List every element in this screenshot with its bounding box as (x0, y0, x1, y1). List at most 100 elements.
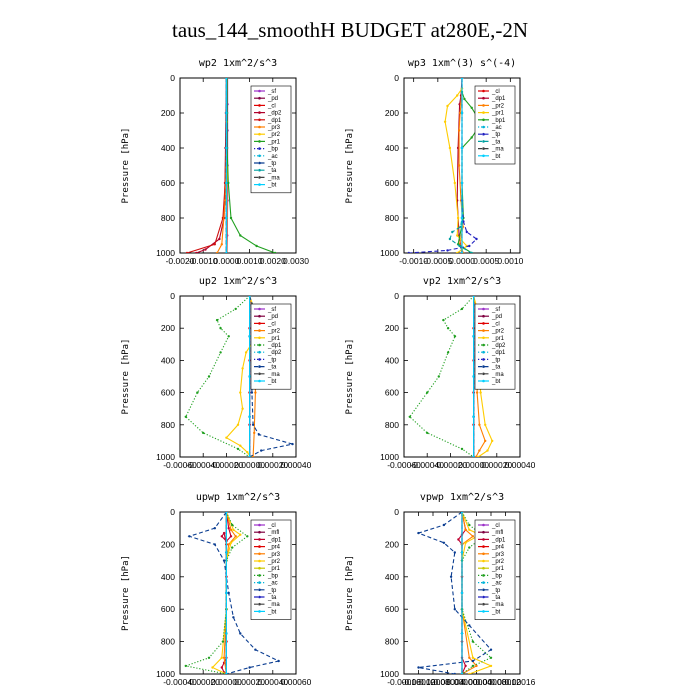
legend-entry: _cl (267, 103, 276, 109)
series-point (250, 391, 254, 394)
series-point (472, 375, 475, 378)
y-tick-label: 200 (385, 539, 399, 549)
legend-entry: _bp (491, 573, 503, 579)
legend-marker (258, 336, 261, 340)
legend-marker (482, 365, 485, 368)
legend-entry: _bt (267, 609, 277, 615)
legend-entry: _ta (267, 168, 277, 174)
series-point (468, 528, 471, 531)
series-point (460, 632, 464, 635)
series-point (475, 391, 479, 394)
legend-marker (258, 552, 261, 556)
series-point (468, 546, 471, 549)
series-point (188, 535, 191, 538)
legend-marker (482, 307, 485, 311)
legend-entry: _dp1 (267, 118, 282, 124)
legend-marker (482, 350, 485, 354)
x-tick-label: 0.00060 (281, 677, 312, 687)
x-tick-label: -0.00020 (186, 677, 220, 687)
series-point (446, 327, 450, 330)
legend-entry: _bp (267, 147, 279, 153)
series-point (224, 199, 227, 202)
legend-marker (258, 365, 261, 368)
series-point (239, 391, 242, 394)
series-point (464, 528, 467, 531)
legend-marker (482, 595, 485, 599)
legend-marker (482, 118, 485, 122)
series-point (207, 656, 211, 659)
series-point (215, 318, 219, 322)
series-point (460, 111, 464, 115)
y-tick-label: 800 (385, 213, 399, 223)
series-point (472, 455, 475, 457)
series-point (244, 351, 248, 354)
legend-marker (258, 96, 261, 100)
series-point (417, 666, 420, 669)
legend-entry: _pr1 (267, 139, 281, 145)
series-point (470, 251, 473, 253)
y-tick-label: 800 (161, 213, 175, 223)
series-line (409, 296, 475, 457)
series-point (489, 664, 493, 668)
series-point (456, 251, 459, 253)
legend-marker (482, 329, 485, 332)
y-tick-label: 200 (161, 539, 175, 549)
series-point (195, 251, 198, 253)
legend-entry: _dp1 (267, 537, 282, 543)
legend-entry: _ac (267, 154, 278, 160)
x-tick-label: -0.00012 (402, 677, 436, 687)
series-line (226, 78, 276, 253)
legend-marker (482, 523, 485, 527)
legend-entry: _pr3 (491, 552, 505, 558)
legend-entry: _sf (267, 307, 276, 313)
panel-4: vp2 1xm^2/s^3-0.00060-0.00040-0.000200.0… (345, 276, 536, 470)
series-point (277, 659, 280, 663)
legend-entry: _ma (267, 175, 280, 181)
legend-marker (258, 118, 261, 122)
series-point (219, 327, 222, 330)
series-line (461, 512, 478, 674)
series-point (459, 225, 462, 228)
x-tick-label: 0.00000 (447, 677, 478, 687)
series-point (456, 216, 460, 220)
legend-entry: _pr1 (267, 336, 281, 342)
series-point (456, 234, 459, 237)
panel-2: wp3 1xm^(3) s^(-4)-0.0010-0.00050.00000.… (345, 58, 524, 266)
series-point (448, 146, 452, 150)
legend-entry: _pr2 (267, 559, 281, 565)
series-point (220, 656, 223, 659)
series-point (232, 528, 235, 531)
y-tick-label: 200 (161, 108, 175, 118)
series-point (184, 664, 187, 668)
series-point (468, 523, 471, 527)
y-tick-label: 1000 (380, 248, 399, 258)
legend-entry: _bt (267, 379, 277, 385)
x-tick-label: 0.0000 (213, 256, 239, 266)
legend-marker (258, 183, 261, 186)
legend-marker (482, 552, 485, 556)
series-point (484, 423, 487, 426)
legend-entry: _sf (491, 307, 500, 313)
legend-marker (258, 538, 261, 541)
series-point (239, 444, 242, 447)
x-tick-label: 0.00016 (505, 677, 536, 687)
series-point (453, 335, 457, 338)
x-tick-label: -0.00008 (416, 677, 450, 687)
series-point (229, 528, 233, 531)
legend-marker (482, 89, 485, 93)
series-point (236, 423, 240, 426)
x-tick-label: 0.00040 (257, 677, 288, 687)
legend-marker (482, 379, 485, 383)
series-point (229, 216, 233, 220)
legend-marker (482, 314, 485, 318)
series-point (227, 543, 230, 546)
panel-title: upwp 1xm^2/s^3 (196, 492, 280, 503)
series-point (446, 351, 450, 354)
y-tick-label: 800 (161, 637, 175, 647)
legend-entry: _tp (267, 588, 277, 594)
series-point (254, 648, 257, 651)
series-point (248, 455, 251, 457)
legend-marker (258, 530, 261, 534)
series-point (231, 546, 234, 549)
x-tick-label: -0.00020 (210, 460, 244, 470)
